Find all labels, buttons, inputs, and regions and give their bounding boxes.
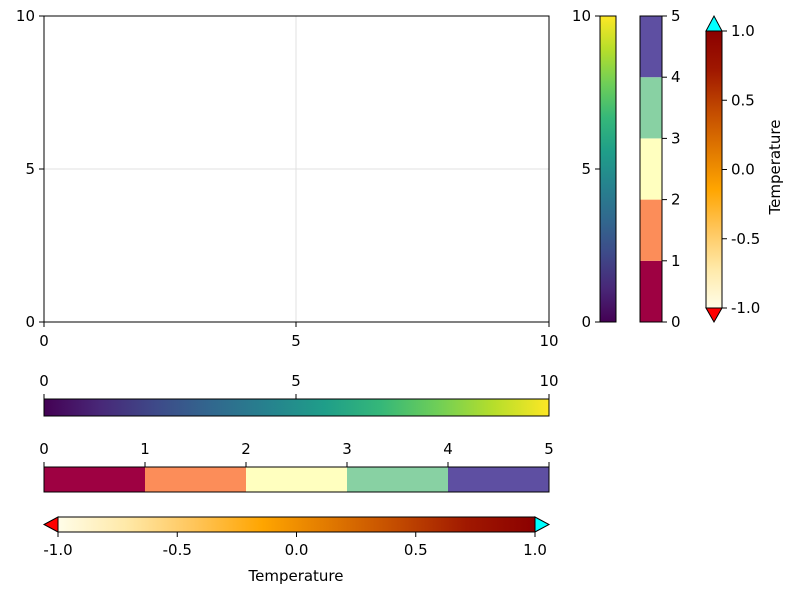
y-tick-marks [39,15,44,323]
cb3-ticks: -1.0 -0.5 0.0 0.5 1.0 [722,22,760,317]
x-tick-label-10: 10 [539,332,558,350]
cb5-tick-label-0: 0 [39,440,49,458]
cb2-tick-label-1: 1 [671,252,681,270]
cb5-segment-2 [246,467,347,492]
cb6-tick-label-3: 0.5 [404,541,428,559]
colorbar-vertical-heat: -1.0 -0.5 0.0 0.5 1.0 Temperature [705,14,784,324]
cb5-tick-label-5: 5 [544,440,554,458]
colorbar-horizontal-heat: -1.0 -0.5 0.0 0.5 1.0 Temperature [42,516,551,585]
cb2-tick-label-3: 3 [671,129,681,147]
colorbar-horizontal-viridis: 0 5 10 [39,372,559,417]
cb3-tick-label-2: 0.0 [731,161,755,179]
cb5-segment-4 [448,467,549,492]
cb5-segment-1 [145,467,246,492]
cb2-tick-label-5: 5 [671,7,681,25]
x-tick-label-0: 0 [39,332,49,350]
colorbar-viridis-v-fill [599,15,617,323]
cb2-segment-1 [640,199,662,261]
y-tick-label-10: 10 [16,7,35,25]
cb5-tick-label-3: 3 [342,440,352,458]
colorbar-horizontal-categorical: 0 1 2 3 4 5 [39,440,554,493]
cb4-tick-label-5: 5 [291,372,301,390]
cb2-frame [639,15,663,323]
cb5-segment-0 [44,467,145,492]
cb2-segments [640,16,662,322]
cb6-tick-label-0: -1.0 [43,541,72,559]
cb5-tick-label-1: 1 [140,440,150,458]
cb6-tick-label-2: 0.0 [285,541,309,559]
cb2-tick-label-2: 2 [671,191,681,209]
y-tick-label-0: 0 [25,313,35,331]
cb3-label: Temperature [766,119,784,215]
cb6-ticks: -1.0 -0.5 0.0 0.5 1.0 [43,532,547,559]
cb5-segments [44,467,549,492]
cb2-ticks: 0 1 2 3 4 5 [662,7,681,331]
cb1-tick-label-10: 10 [572,7,591,25]
cb6-tick-label-1: -0.5 [163,541,192,559]
cb2-segment-0 [640,260,662,322]
cb5-tick-label-4: 4 [443,440,453,458]
cb3-high-clip-triangle [705,14,723,32]
cb6-tick-label-4: 1.0 [523,541,547,559]
cb2-segment-3 [640,77,662,139]
cb2-segment-2 [640,138,662,200]
x-tick-marks [43,322,550,327]
cb2-segment-4 [640,16,662,78]
cb4-tick-label-0: 0 [39,372,49,390]
cb3-fill [705,30,723,309]
cb6-high-clip-triangle [534,516,551,533]
cb6-fill [57,516,536,533]
cb1-tick-label-5: 5 [581,160,591,178]
x-tick-label-5: 5 [291,332,301,350]
cb5-tick-label-2: 2 [241,440,251,458]
cb3-tick-label-1: -0.5 [731,230,760,248]
cb5-ticks: 0 1 2 3 4 5 [39,440,554,467]
cb2-tick-label-4: 4 [671,68,681,86]
colorbar-vertical-viridis: 0 5 10 [572,7,617,331]
cb3-low-clip-triangle [705,307,723,324]
cb4-tick-label-10: 10 [539,372,558,390]
cb3-tick-label-0: -1.0 [731,299,760,317]
cb4-fill [43,398,550,417]
colorbar-vertical-categorical: 0 1 2 3 4 5 [639,7,681,331]
y-tick-label-5: 5 [25,160,35,178]
cb3-tick-label-4: 1.0 [731,22,755,40]
cb6-low-clip-triangle [42,516,59,533]
cb3-tick-label-3: 0.5 [731,91,755,109]
cb6-label: Temperature [247,567,343,585]
cb5-frame [43,466,550,493]
main-axes: 0 5 10 0 5 10 [16,7,559,350]
cb1-tick-label-0: 0 [581,313,591,331]
cb5-segment-3 [347,467,448,492]
cb2-tick-label-0: 0 [671,313,681,331]
